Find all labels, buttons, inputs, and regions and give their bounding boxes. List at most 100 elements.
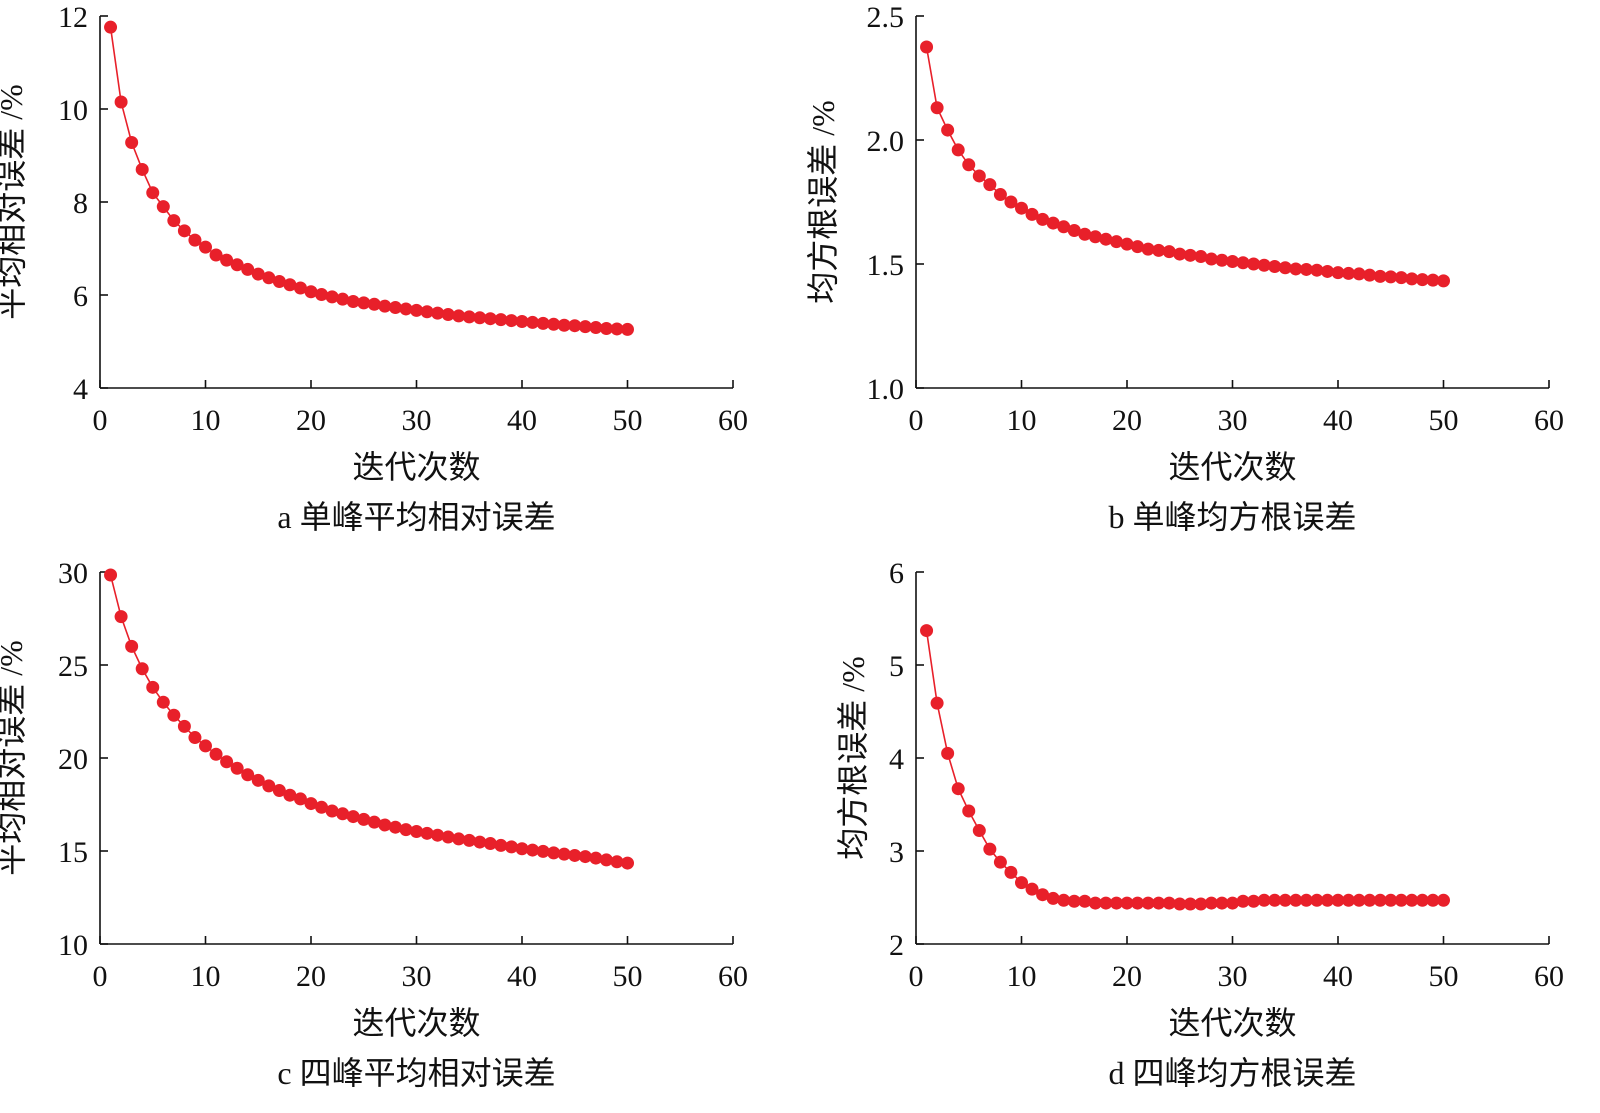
y-tick-label: 10 <box>58 929 88 962</box>
data-point <box>526 315 540 329</box>
data-point <box>526 843 540 857</box>
data-point <box>1183 248 1197 262</box>
x-tick-label: 40 <box>507 960 537 993</box>
chart-panel-d: 0 10 20 30 40 50 60 2 3 4 5 6 迭代次数 均方根误差 /% d 四峰均方根误差 <box>835 557 1564 1091</box>
data-point <box>1405 272 1419 286</box>
y-tick-label: 15 <box>58 836 88 869</box>
y-tick-label: 10 <box>58 94 88 127</box>
x-tick-label: 10 <box>1007 960 1037 993</box>
data-point <box>1437 274 1450 288</box>
data-point <box>1109 896 1123 910</box>
data-point <box>1363 893 1377 907</box>
data-point <box>1141 896 1155 910</box>
data-point <box>599 853 613 867</box>
data-point <box>399 302 413 316</box>
y-axis-label: 平均相对误差 /% <box>0 640 29 876</box>
x-tick-label: 20 <box>296 404 326 437</box>
data-point <box>547 317 561 331</box>
data-point <box>1331 266 1345 280</box>
x-tick-label: 40 <box>1323 404 1353 437</box>
data-point <box>1289 893 1303 907</box>
x-tick-label: 20 <box>296 960 326 993</box>
data-point <box>262 779 276 793</box>
x-axis-label: 迭代次数 <box>1168 449 1296 485</box>
data-point <box>1257 893 1271 907</box>
chart-panel-a: 0 10 20 30 40 50 60 4 6 8 10 12 迭代次数 平均相对误差 /% a 单峰平均相… <box>0 1 748 535</box>
x-tick-label: 40 <box>1323 960 1353 993</box>
data-point <box>177 719 191 733</box>
data-point <box>230 258 244 272</box>
data-point <box>410 824 423 838</box>
data-point <box>1204 896 1218 910</box>
data-point <box>104 568 118 582</box>
data-point <box>1015 201 1028 215</box>
data-point <box>473 835 487 849</box>
y-tick-label: 4 <box>73 373 88 406</box>
y-tick-label: 2 <box>889 929 904 962</box>
data-point <box>462 310 476 324</box>
y-tick-label: 1.0 <box>867 373 905 406</box>
data-point <box>1342 266 1356 280</box>
data-point <box>304 797 318 811</box>
data-point <box>1299 262 1313 276</box>
data-point <box>610 322 624 336</box>
data-point <box>1342 893 1356 907</box>
data-point <box>441 308 455 322</box>
x-tick-label: 30 <box>402 960 432 993</box>
data-point <box>504 314 518 328</box>
data-point <box>1057 220 1071 234</box>
data-point <box>346 295 360 309</box>
data-point <box>241 262 255 276</box>
y-tick-label: 4 <box>889 743 904 776</box>
data-point <box>1268 259 1282 273</box>
data-point <box>547 846 561 860</box>
data-point <box>1120 237 1134 251</box>
x-tick-label: 60 <box>1534 960 1564 993</box>
data-point <box>315 800 329 814</box>
data-point <box>1204 252 1218 266</box>
data-point <box>336 292 350 306</box>
data-point <box>1025 882 1039 896</box>
data-point <box>293 792 307 806</box>
x-tick-label: 10 <box>191 960 221 993</box>
data-point <box>494 838 508 852</box>
y-tick-label: 2.0 <box>867 125 905 158</box>
data-point <box>1088 230 1102 244</box>
x-tick-label: 10 <box>1007 404 1037 437</box>
x-tick-label: 50 <box>1429 404 1459 437</box>
data-point <box>388 301 402 315</box>
data-point <box>1183 897 1197 911</box>
data-point <box>1099 232 1113 246</box>
x-tick-label: 20 <box>1112 404 1142 437</box>
data-point <box>1131 240 1145 254</box>
data-point <box>220 253 234 267</box>
series-line <box>109 27 628 331</box>
data-point <box>610 855 624 869</box>
data-point <box>304 285 318 299</box>
data-point <box>209 248 223 262</box>
data-point <box>983 178 997 192</box>
data-point <box>578 850 592 864</box>
data-point <box>920 40 934 54</box>
data-point <box>251 267 265 281</box>
data-point <box>941 746 955 760</box>
data-point <box>177 224 191 238</box>
data-point <box>515 842 529 856</box>
data-point <box>1299 893 1313 907</box>
data-point <box>357 812 371 826</box>
data-point <box>156 695 170 709</box>
panel-caption: a 单峰平均相对误差 <box>277 499 555 535</box>
data-point <box>1226 896 1239 910</box>
x-tick-label: 10 <box>191 404 221 437</box>
y-tick-label: 25 <box>58 650 88 683</box>
data-point <box>1036 212 1050 226</box>
data-point <box>1173 897 1187 911</box>
data-point <box>1437 893 1450 907</box>
x-tick-label: 60 <box>1534 404 1564 437</box>
data-point <box>599 321 613 335</box>
x-axis-label: 迭代次数 <box>352 1005 480 1041</box>
data-point <box>621 856 634 870</box>
data-point <box>568 319 582 333</box>
data-point <box>1320 893 1334 907</box>
